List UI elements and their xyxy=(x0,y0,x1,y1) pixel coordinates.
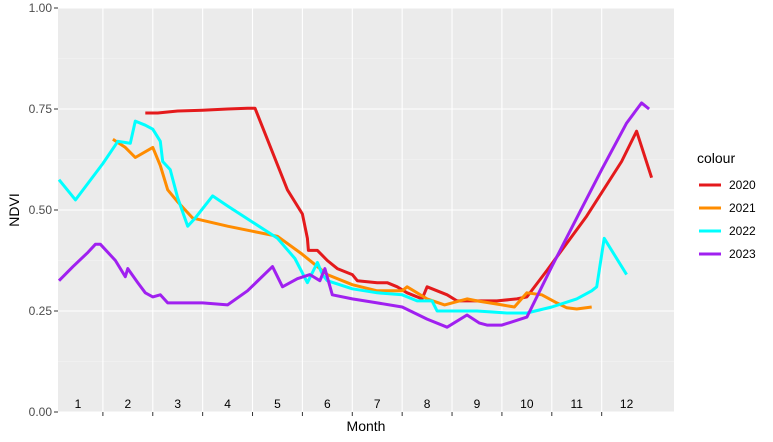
month-label: 11 xyxy=(571,397,584,411)
month-label: 7 xyxy=(374,397,381,411)
y-tick-label: 0.25 xyxy=(29,304,53,318)
month-label: 12 xyxy=(620,397,634,411)
month-label: 8 xyxy=(424,397,431,411)
month-label: 9 xyxy=(474,397,481,411)
month-label: 6 xyxy=(324,397,331,411)
month-label: 2 xyxy=(124,397,131,411)
legend: colour 2020 2021 2022 2023 xyxy=(697,150,756,261)
month-label: 10 xyxy=(520,397,534,411)
series-line-2021 xyxy=(112,138,592,311)
x-axis-title: Month xyxy=(347,418,386,434)
legend-label-2022: 2022 xyxy=(729,224,756,238)
month-label: 3 xyxy=(174,397,181,411)
major-gridlines xyxy=(58,7,674,413)
legend-label-2023: 2023 xyxy=(729,247,756,261)
legend-title: colour xyxy=(697,150,735,166)
month-label: 4 xyxy=(224,397,231,411)
minor-gridlines xyxy=(58,58,674,362)
y-axis-title: NDVI xyxy=(6,193,22,226)
legend-label-2021: 2021 xyxy=(729,201,756,215)
y-tick-label: 0.50 xyxy=(29,203,53,217)
series-line-2022 xyxy=(57,119,628,315)
month-labels: 1 2 3 4 5 6 7 8 9 10 11 12 xyxy=(75,397,634,411)
y-tick-label: 0.00 xyxy=(29,405,53,419)
y-tick-label: 0.75 xyxy=(29,102,53,116)
y-axis: 0.00 0.25 0.50 0.75 1.00 xyxy=(29,1,58,419)
month-label: 5 xyxy=(274,397,281,411)
series-lines xyxy=(57,101,654,329)
series-line-2023 xyxy=(57,101,651,329)
x-axis xyxy=(102,412,603,416)
month-label: 1 xyxy=(75,397,82,411)
y-tick-label: 1.00 xyxy=(29,1,53,15)
legend-label-2020: 2020 xyxy=(729,178,756,192)
